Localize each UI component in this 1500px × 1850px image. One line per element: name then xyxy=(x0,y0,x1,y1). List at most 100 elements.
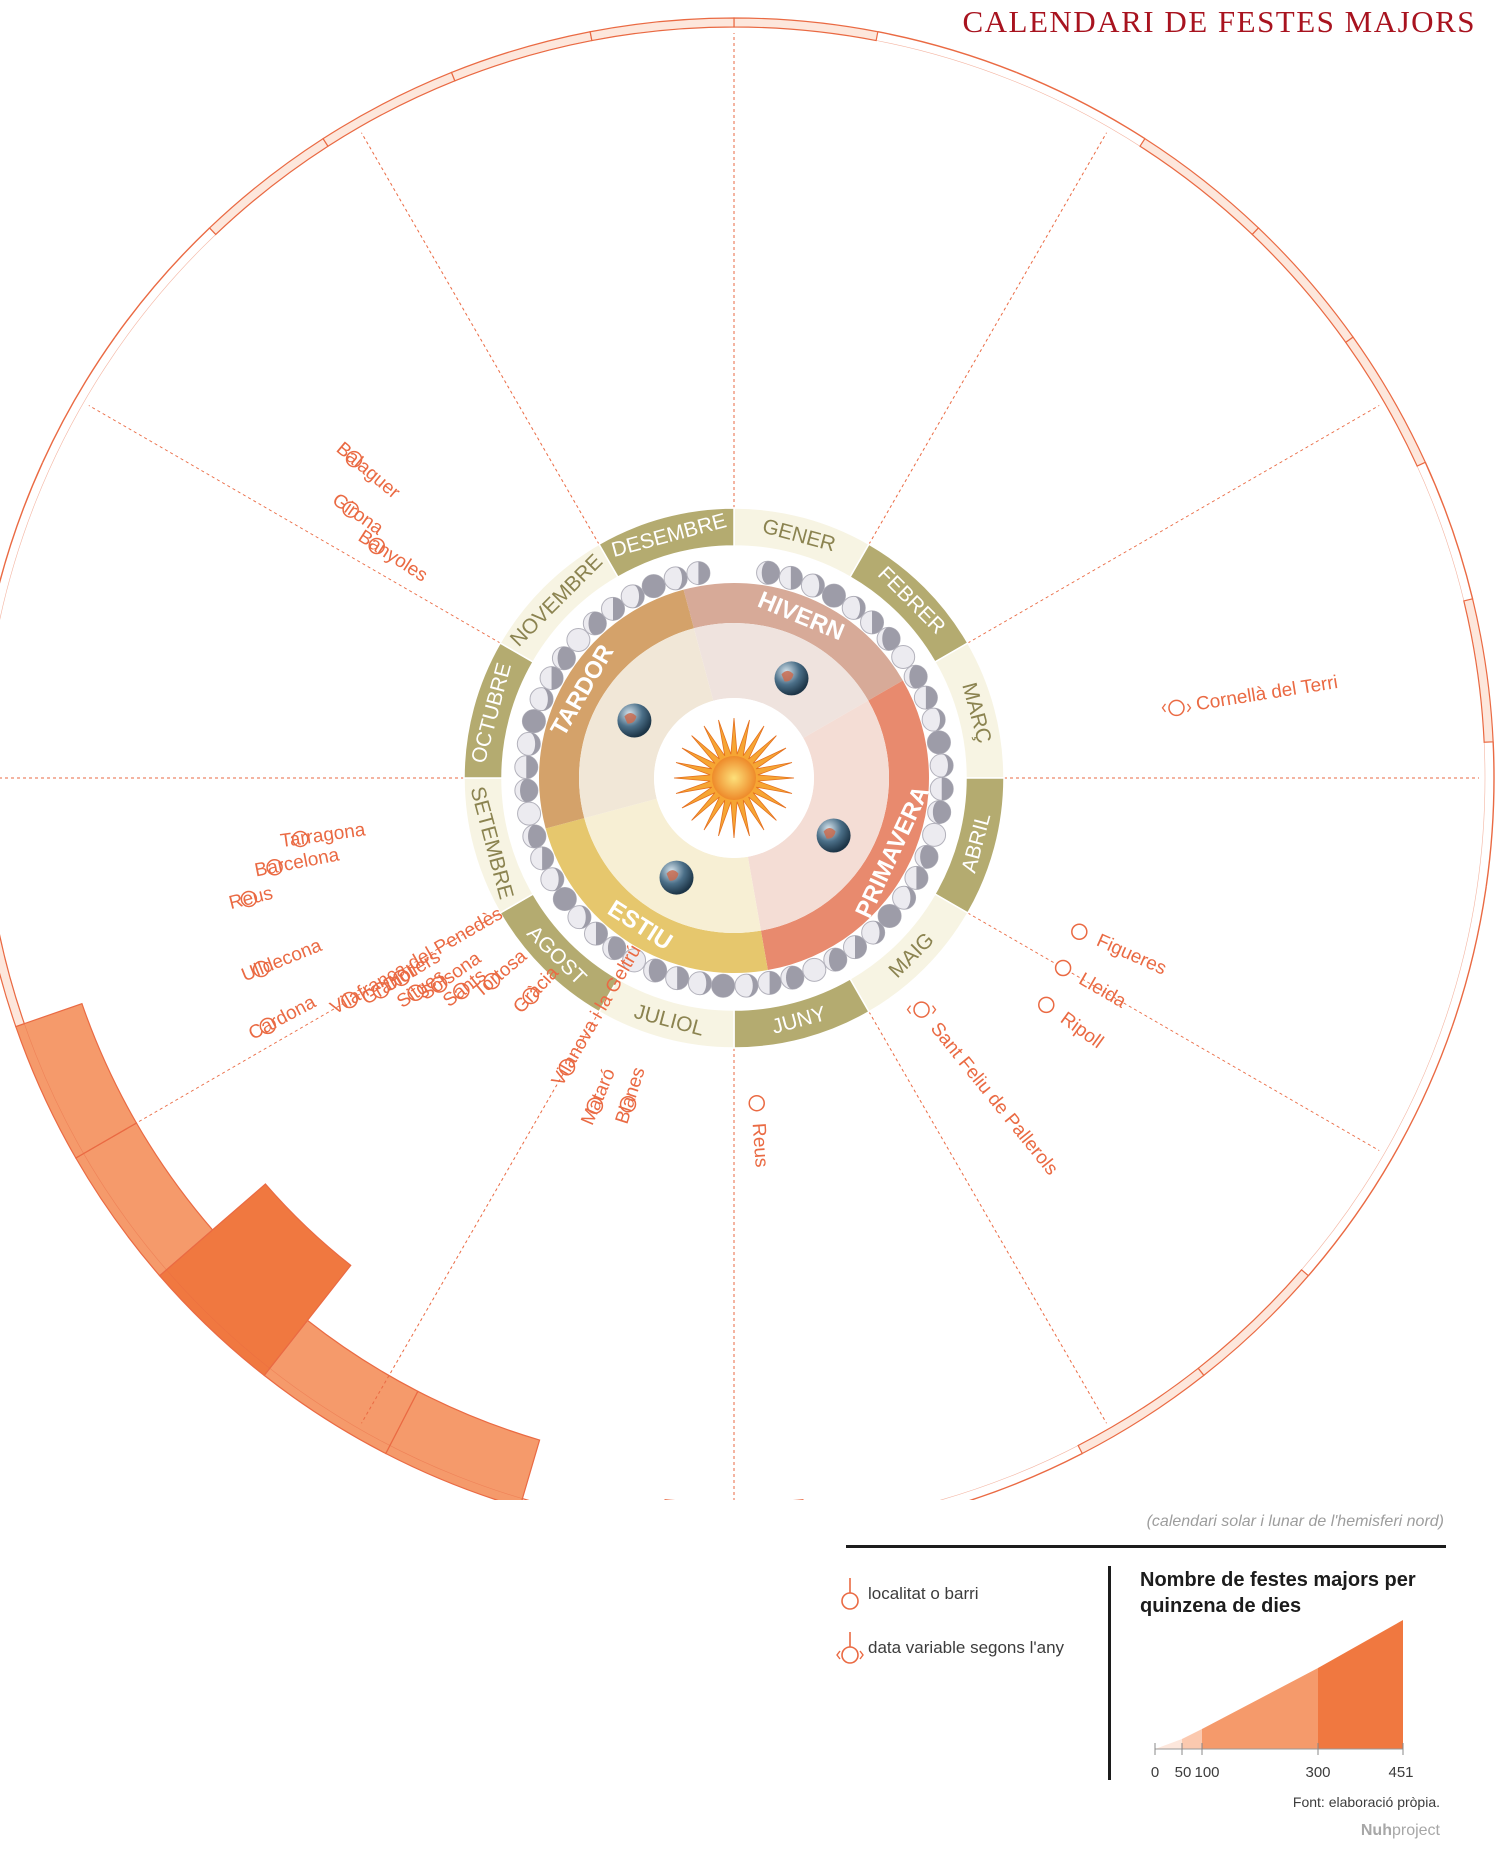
fortnight-segment xyxy=(322,71,456,148)
moon-dark xyxy=(607,936,626,960)
moon-dark xyxy=(711,974,735,998)
month-divider xyxy=(88,912,501,1151)
moon-dark xyxy=(828,948,847,972)
moon-dark xyxy=(761,561,780,585)
place-marker: Reus xyxy=(227,883,275,914)
fortnight-empty-arc xyxy=(0,461,44,584)
fortnight-segment xyxy=(1077,1367,1205,1455)
place-pin-icon xyxy=(586,1097,604,1114)
legend-variable-label: data variable segons l'any xyxy=(868,1638,1065,1657)
moon-dark xyxy=(677,966,689,990)
brand-credit: Nuhproject xyxy=(1361,1822,1440,1840)
legend-fixed-label: localitat o barri xyxy=(868,1584,979,1603)
variable-date-icon xyxy=(1161,703,1192,713)
moon-dark xyxy=(552,867,564,891)
place-pin-icon xyxy=(430,976,448,993)
moon-dark xyxy=(786,966,804,990)
moon-dark xyxy=(632,584,645,608)
moon-dark xyxy=(909,665,928,689)
moon-phase-icon xyxy=(566,627,591,652)
count-scale-title: Nombre de festes majors per quinzena de … xyxy=(1140,1569,1416,1617)
month-divider xyxy=(967,912,1380,1151)
moon-phase-icon xyxy=(922,822,947,847)
place-label: Lleida xyxy=(1075,969,1130,1013)
month-divider xyxy=(361,1011,600,1424)
moon-dark xyxy=(648,958,667,982)
page-title: CALENDARI DE FESTES MAJORS xyxy=(962,4,1476,39)
fortnight-empty-arc xyxy=(1307,1157,1393,1277)
moon-dark xyxy=(927,730,951,754)
place-marker: Ripoll xyxy=(1038,996,1107,1053)
place-pin-icon xyxy=(453,982,470,1000)
moon-phase-icon xyxy=(517,801,542,826)
place-label: Reus xyxy=(748,1122,772,1168)
place-marker: Cornellà del Terri xyxy=(1161,672,1340,717)
moon-dark xyxy=(675,566,688,590)
festival-wheel: GENERFEBRERMARÇABRILMAIGJUNYJULIOLAGOSTS… xyxy=(0,17,1495,1500)
place-pin-icon xyxy=(1054,959,1072,977)
moon-dark xyxy=(579,905,591,929)
place-pin-icon xyxy=(1071,923,1088,940)
place-pin-icon xyxy=(1168,699,1185,717)
season-band xyxy=(538,589,694,829)
fortnight-empty-arc xyxy=(42,336,116,463)
brand-light: project xyxy=(1391,1822,1440,1839)
hemisphere-note: (calendari solar i lunar de l'hemisferi … xyxy=(1146,1513,1444,1530)
place-marker: Girona xyxy=(328,489,387,539)
moon-dark xyxy=(853,596,866,620)
place-pin-icon xyxy=(913,1001,930,1018)
place-marker: Cardona xyxy=(245,992,320,1045)
moon-dark xyxy=(920,845,938,869)
moon-dark xyxy=(872,610,884,634)
variable-date-pin-icon xyxy=(836,1632,864,1664)
moon-dark xyxy=(698,561,710,585)
continent-shape xyxy=(666,870,679,881)
moon-dark xyxy=(595,922,608,946)
moon-dark xyxy=(613,597,625,621)
month-divider xyxy=(361,132,600,545)
place-pin-icon xyxy=(1038,996,1055,1014)
moon-dark xyxy=(520,778,538,802)
fortnight-empty-arc xyxy=(1451,886,1487,1027)
month-divider xyxy=(88,405,501,644)
fortnight-empty-arc xyxy=(1424,461,1474,599)
fortnight-empty-arc xyxy=(114,227,211,338)
season-band xyxy=(683,583,903,701)
place-marker: Sant Feliu de Pallerols xyxy=(906,1001,1062,1179)
moon-dark xyxy=(941,777,954,801)
scale-tick-label: 300 xyxy=(1305,1764,1330,1781)
fortnight-segment xyxy=(1251,227,1354,344)
moon-dark xyxy=(588,611,607,635)
place-pin-icon xyxy=(393,969,410,987)
moon-dark xyxy=(790,566,803,590)
moon-phase-icon xyxy=(802,957,827,982)
place-pin-icon xyxy=(368,537,385,555)
brand-bold: Nuh xyxy=(1360,1822,1392,1839)
moon-dark xyxy=(916,866,928,890)
moon-dark xyxy=(526,755,538,779)
moon-dark xyxy=(769,971,782,995)
scale-tick-label: 0 xyxy=(1151,1764,1159,1781)
fortnight-segment xyxy=(1344,336,1427,467)
fortnight-segment xyxy=(1139,137,1260,236)
season-inner xyxy=(747,700,889,931)
continent-shape xyxy=(823,828,836,839)
moon-dark xyxy=(932,800,951,824)
moon-dark xyxy=(522,709,546,733)
place-label: Figueres xyxy=(1093,930,1169,979)
sun-core xyxy=(712,756,756,800)
place-pin-icon xyxy=(619,1095,637,1113)
place-marker: Ulldecona xyxy=(239,935,326,986)
continent-shape xyxy=(781,670,794,682)
place-marker: Reus xyxy=(748,1094,772,1168)
moon-dark xyxy=(822,584,846,608)
moon-dark xyxy=(528,824,546,848)
place-label: Banyoles xyxy=(354,526,431,586)
inner-outline xyxy=(0,26,1486,1500)
place-label: Reus xyxy=(227,883,275,914)
place-pin-icon xyxy=(345,450,363,468)
place-label: Cornellà del Terri xyxy=(1195,672,1340,715)
moon-phase-icon xyxy=(891,645,916,670)
fortnight-segment xyxy=(521,1497,530,1500)
place-label: Ripoll xyxy=(1056,1008,1107,1053)
